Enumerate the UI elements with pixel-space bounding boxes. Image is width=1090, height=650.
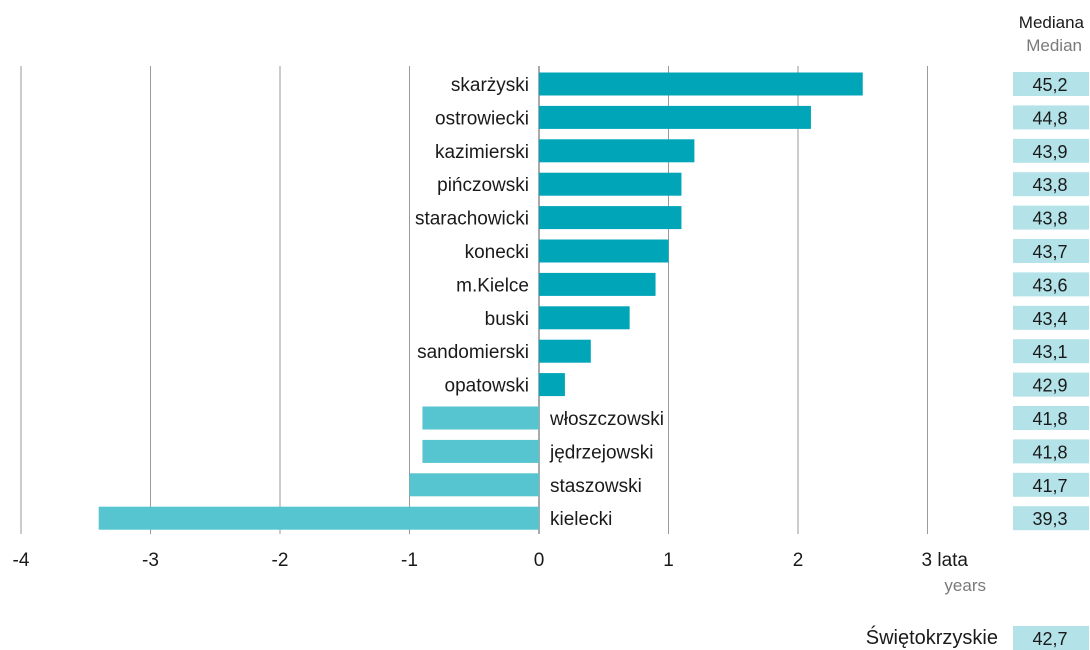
median-box	[1013, 239, 1089, 263]
median-value: 41,7	[1032, 476, 1067, 496]
region-summary: Świętokrzyskie 42,7	[866, 625, 1089, 650]
median-box	[1013, 339, 1089, 364]
median-value: 43,1	[1032, 342, 1067, 362]
bar	[539, 339, 591, 363]
category-label: buski	[485, 309, 529, 330]
median-box	[1013, 205, 1089, 230]
median-box	[1013, 72, 1089, 96]
median-value: 44,8	[1032, 108, 1067, 128]
median-value: 41,8	[1032, 442, 1067, 462]
median-value: 43,7	[1032, 242, 1067, 262]
bar	[539, 105, 811, 129]
category-label: jędrzejowski	[549, 442, 653, 463]
median-value: 43,4	[1032, 309, 1067, 329]
category-label: sandomierski	[417, 342, 529, 363]
x-tick-label: -3	[142, 550, 159, 571]
region-median-box	[1013, 626, 1089, 650]
median-value: 45,2	[1032, 75, 1067, 95]
median-box	[1013, 305, 1089, 330]
category-label: konecki	[465, 242, 529, 263]
bar	[539, 239, 669, 263]
x-tick-label: -4	[13, 550, 30, 571]
category-labels: skarżyski ostrowiecki kazimierski pińczowsk…	[415, 75, 664, 530]
category-label: włoszczowski	[549, 409, 664, 430]
bar	[539, 373, 565, 397]
gridlines	[20, 66, 928, 534]
bar	[422, 439, 539, 463]
bars	[98, 72, 863, 530]
bar	[409, 473, 539, 497]
bar	[98, 506, 539, 530]
x-tick-label: -2	[272, 550, 289, 571]
median-value: 43,8	[1032, 175, 1067, 195]
category-label: pińczowski	[437, 175, 529, 196]
region-name: Świętokrzyskie	[866, 625, 998, 649]
bar	[539, 306, 630, 330]
median-box	[1013, 372, 1089, 397]
bar	[539, 139, 695, 163]
median-value: 43,8	[1032, 209, 1067, 229]
median-box	[1013, 138, 1089, 163]
x-tick-label: -1	[401, 550, 418, 571]
bar	[539, 172, 682, 196]
x-axis-unit-english: years	[944, 576, 986, 595]
median-box	[1013, 105, 1089, 130]
region-median-value: 42,7	[1032, 629, 1067, 649]
bar	[539, 272, 656, 296]
category-label: kielecki	[550, 509, 612, 530]
bar	[422, 406, 539, 430]
median-value: 41,8	[1032, 409, 1067, 429]
category-label: staszowski	[550, 476, 642, 497]
median-box	[1013, 406, 1089, 430]
x-tick-label: 2	[793, 550, 804, 571]
median-value: 43,6	[1032, 275, 1067, 295]
x-axis-ticks: -4 -3 -2 -1 0 1 2 3 lata	[13, 550, 969, 571]
median-column-header-english: Median	[1026, 36, 1082, 55]
median-values: 45,2 44,8 43,9 43,8 43,8 43,7 43,6 43,4 43,1 42,9…	[1013, 72, 1089, 531]
x-tick-label: 3 lata	[922, 550, 969, 571]
median-value: 42,9	[1032, 376, 1067, 396]
median-value: 39,3	[1032, 509, 1067, 529]
median-box	[1013, 272, 1089, 297]
x-tick-label: 0	[534, 550, 545, 571]
median-box	[1013, 439, 1089, 464]
category-label: opatowski	[445, 376, 530, 397]
x-tick-label: 1	[663, 550, 674, 571]
bar	[539, 72, 863, 96]
category-label: starachowicki	[415, 209, 529, 230]
bar	[539, 206, 682, 230]
median-column-header: Mediana	[1019, 13, 1085, 32]
category-label: skarżyski	[451, 75, 529, 96]
median-box	[1013, 506, 1089, 531]
median-value: 43,9	[1032, 142, 1067, 162]
category-label: kazimierski	[435, 142, 529, 163]
median-box	[1013, 472, 1089, 497]
category-label: m.Kielce	[456, 275, 529, 296]
category-label: ostrowiecki	[435, 108, 529, 129]
median-box	[1013, 172, 1089, 197]
